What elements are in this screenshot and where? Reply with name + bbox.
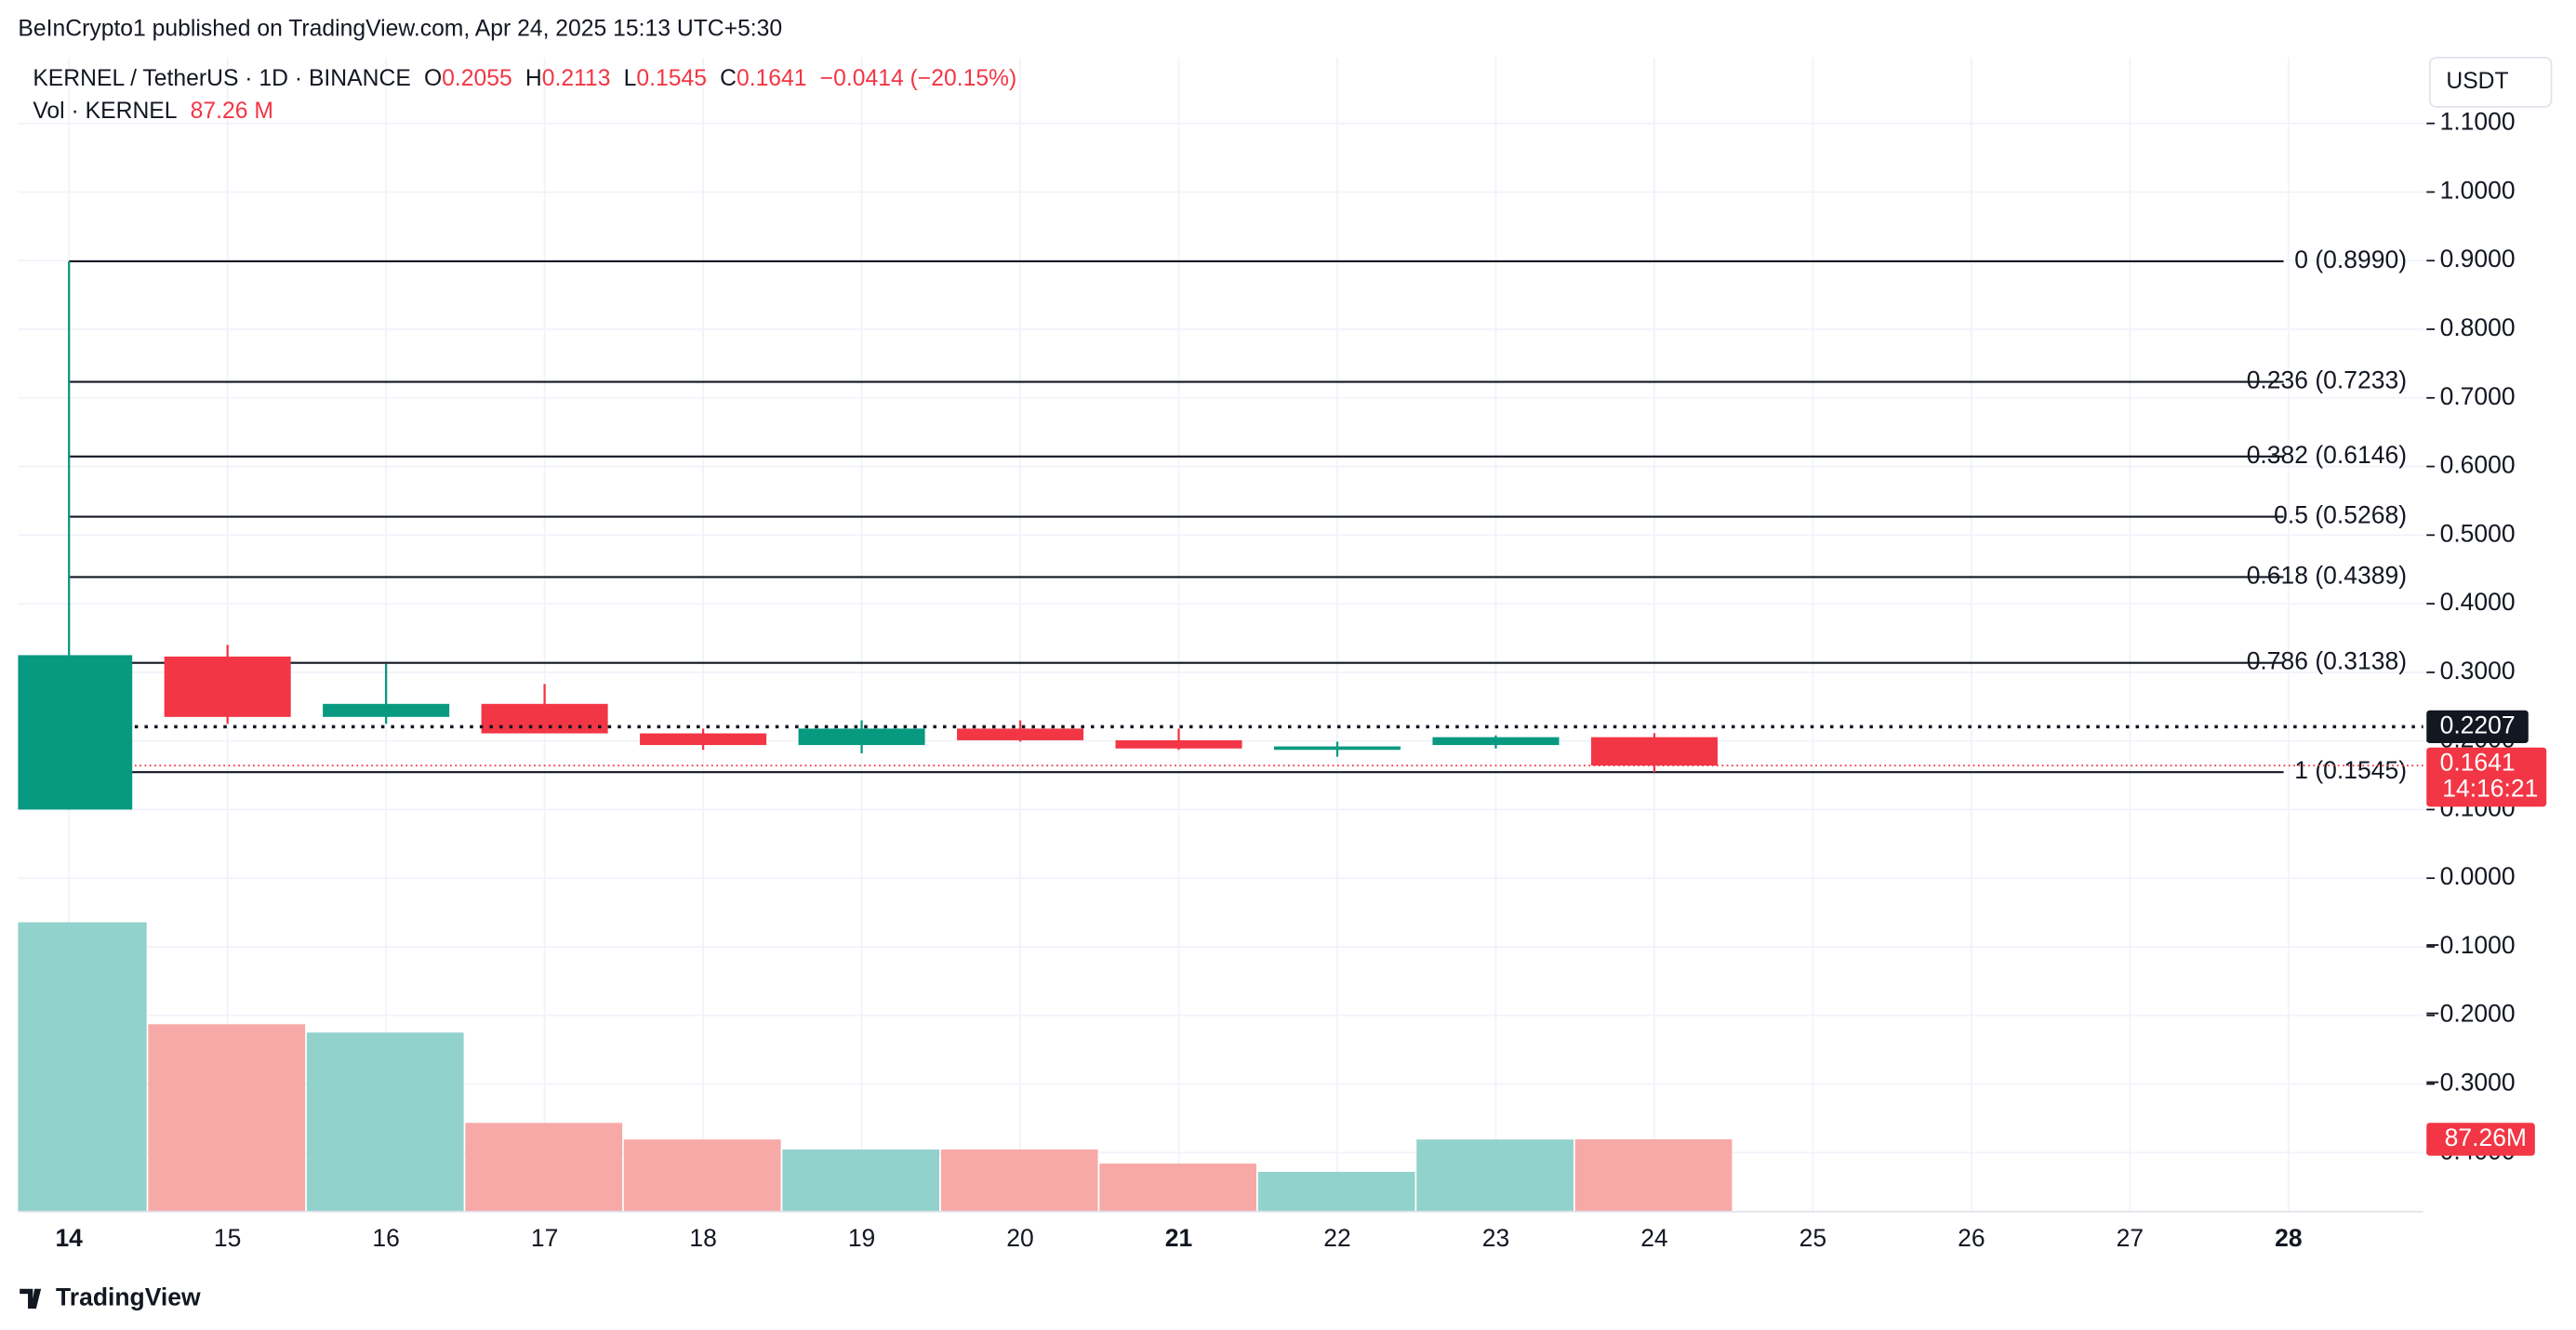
y-tick-label: 1.1000 — [2440, 108, 2516, 136]
fib-label: 0.382 (0.6146) — [2247, 441, 2407, 469]
publisher: BeInCrypto1 published on TradingView.com… — [18, 16, 782, 41]
volume-pane — [18, 922, 1733, 1212]
c-label: C — [720, 65, 737, 90]
x-tick-label: 19 — [848, 1224, 875, 1252]
volume-title: Vol · KERNEL — [33, 99, 177, 124]
volume-bar — [1099, 1164, 1256, 1212]
x-tick-label: 27 — [2117, 1224, 2144, 1252]
c-value: 0.1641 — [737, 65, 807, 90]
candle-body — [18, 655, 133, 810]
candle-body — [164, 656, 291, 717]
volume-bar — [623, 1139, 781, 1212]
volume-bar — [1257, 1171, 1415, 1212]
countdown: 14:16:21 — [2442, 775, 2538, 803]
y-tick-label: −0.2000 — [2425, 1000, 2516, 1028]
last-price-box — [2426, 747, 2547, 807]
x-tick-label: 15 — [214, 1224, 241, 1252]
change: −0.0414 (−20.15%) — [820, 65, 1017, 90]
y-tick-label: 0.8000 — [2440, 313, 2516, 341]
l-value: 0.1545 — [636, 65, 707, 90]
candle-body — [1590, 737, 1718, 766]
x-tick-label: 23 — [1482, 1224, 1509, 1252]
y-tick-label: −0.1000 — [2425, 931, 2516, 959]
last-price-label: 0.1641 — [2440, 748, 2516, 776]
x-tick-label: 14 — [55, 1224, 83, 1252]
x-tick-label: 26 — [1958, 1224, 1985, 1252]
axes: 1.1000 1.0000 0.9000 0.8000 0.7000 0.6000 0.50… — [18, 108, 2547, 1252]
y-tick-label: 0.3000 — [2440, 657, 2516, 685]
y-tick-label: 0.6000 — [2440, 451, 2516, 479]
volume-bar — [782, 1149, 940, 1212]
x-tick-label: 22 — [1323, 1224, 1350, 1252]
volume-legend: Vol · KERNEL 87.26 M — [33, 99, 273, 124]
y-tick-label: 0.0000 — [2440, 862, 2516, 890]
fib-label: 0.786 (0.3138) — [2247, 647, 2407, 675]
volume-bar — [1416, 1139, 1573, 1212]
x-tick-label: 17 — [531, 1224, 558, 1252]
x-tick-label: 20 — [1006, 1224, 1033, 1252]
x-tick-label: 21 — [1165, 1224, 1192, 1252]
volume-bar — [148, 1024, 306, 1212]
legend: KERNEL / TetherUS · 1D · BINANCE O0.2055 H… — [33, 65, 1016, 123]
h-value: 0.2113 — [542, 65, 611, 90]
x-tick-label: 28 — [2275, 1224, 2302, 1252]
fib-label: 1 (0.1545) — [2294, 756, 2407, 784]
y-tick-label: −0.3000 — [2425, 1069, 2516, 1097]
price-line-label: 0.2207 — [2440, 711, 2516, 738]
candle-body — [323, 703, 450, 717]
volume-bar — [465, 1123, 623, 1212]
candle-body — [481, 703, 608, 734]
l-label: L — [624, 65, 637, 90]
logo[interactable]: TradingView — [56, 1283, 201, 1310]
x-tick-label: 16 — [372, 1224, 399, 1252]
volume-bar — [306, 1032, 464, 1212]
candle-body — [957, 728, 1084, 740]
x-tick-label: 25 — [1799, 1224, 1826, 1252]
candle-body — [1115, 739, 1242, 749]
candle-body — [798, 728, 925, 746]
y-tick-label: 0.5000 — [2440, 519, 2516, 547]
fib-label: 0.618 (0.4389) — [2247, 561, 2407, 589]
fib-levels: 0 (0.8990) 0.236 (0.7233) 0.382 (0.6146) 0.… — [69, 246, 2407, 784]
y-tick-label: 0.7000 — [2440, 382, 2516, 410]
candle-body — [640, 733, 767, 746]
volume-text: 87.26 M — [191, 99, 273, 124]
h-label: H — [525, 65, 542, 90]
fib-label: 0.5 (0.5268) — [2274, 501, 2407, 529]
candle-body — [1432, 737, 1560, 746]
candle-body — [1273, 746, 1401, 751]
volume-label-box — [2426, 1123, 2535, 1156]
volume-bar — [18, 922, 147, 1212]
currency-box[interactable] — [2428, 56, 2553, 108]
fib-label: 0.236 (0.7233) — [2247, 366, 2407, 394]
x-tick-label: 24 — [1640, 1224, 1667, 1252]
volume-label: 87.26M — [2445, 1124, 2527, 1151]
y-tick-label: 1.0000 — [2440, 176, 2516, 204]
candles — [18, 260, 2423, 810]
y-tick-label: 0.4000 — [2440, 588, 2516, 616]
fib-label: 0 (0.8990) — [2294, 246, 2407, 273]
volume-bar — [940, 1149, 1098, 1212]
volume-bar — [1574, 1138, 1733, 1212]
currency[interactable]: USDT — [2446, 69, 2508, 94]
o-value: 0.2055 — [442, 65, 512, 90]
symbol: KERNEL / TetherUS · 1D · BINANCE — [33, 65, 410, 90]
y-tick-label: 0.9000 — [2440, 245, 2516, 273]
x-tick-label: 18 — [689, 1224, 716, 1252]
price-line-box — [2426, 710, 2529, 744]
o-label: O — [424, 65, 442, 90]
symbol-title: KERNEL / TetherUS · 1D · BINANCE O0.2055 H… — [33, 65, 1016, 90]
